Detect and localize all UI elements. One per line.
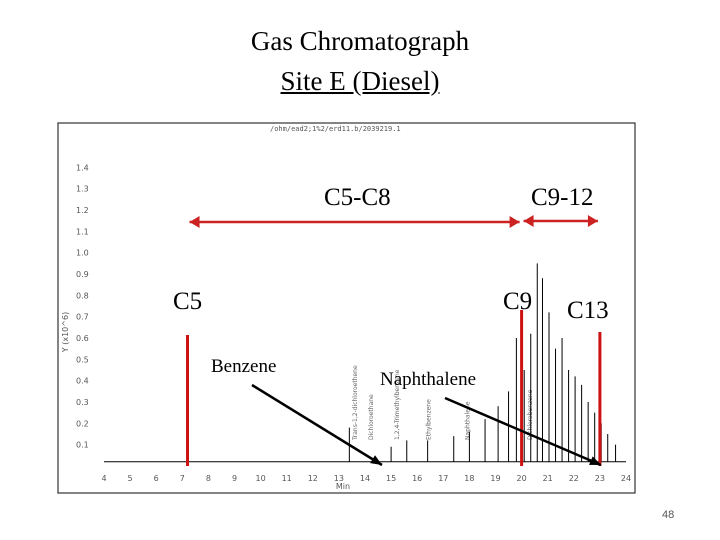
y-tick-label: 0.8: [76, 291, 89, 300]
x-tick-label: 11: [282, 474, 292, 483]
peak-label: Naphthalene: [464, 401, 471, 440]
y-tick-label: 0.7: [76, 313, 89, 322]
peak-label: Dichloroethane: [368, 394, 375, 440]
naphthalene-pointer-head: [589, 456, 601, 465]
naphthalene-pointer: [444, 396, 602, 467]
y-tick-label: 1.0: [76, 249, 89, 258]
y-tick-label: 1.1: [76, 227, 89, 236]
x-tick-label: 16: [412, 474, 422, 483]
label-c13: C13: [567, 297, 609, 324]
y-tick-label: 0.3: [76, 398, 89, 407]
y-tick-label: 0.5: [76, 355, 89, 364]
x-axis-label: Min: [336, 482, 350, 491]
x-tick-label: 18: [464, 474, 474, 483]
y-tick-label: 0.2: [76, 419, 89, 428]
x-tick-label: 15: [386, 474, 396, 483]
x-tick-label: 23: [595, 474, 605, 483]
x-tick-label: 4: [101, 474, 106, 483]
slide-title: Gas Chromatograph: [250, 26, 470, 56]
x-tick-label: 13: [334, 474, 344, 483]
x-tick-label: 5: [128, 474, 133, 483]
x-tick-label: 21: [543, 474, 553, 483]
carbon-markers: [186, 310, 602, 466]
label-c5: C5: [173, 288, 203, 315]
x-tick-label: 17: [438, 474, 448, 483]
label-benzene: Benzene: [211, 356, 277, 377]
y-ticks: 0.1 0.2 0.3 0.4 0.5 0.6 0.7 0.8 0.9 1.0 1.1 1.2 1.3 1…: [76, 163, 89, 449]
x-ticks: 4 5 6 7 8 9 10 11 12 13 14 15 16 17 18 19 20 21 22 23 24: [101, 474, 631, 483]
x-tick-label: 8: [206, 474, 211, 483]
x-tick-label: 7: [180, 474, 185, 483]
y-tick-label: 0.1: [76, 441, 89, 450]
y-tick-label: 0.6: [76, 334, 89, 343]
x-tick-label: 10: [256, 474, 266, 483]
benzene-pointer: [251, 383, 383, 467]
plot-frame: [57, 122, 636, 494]
range-arrow-head: [509, 216, 520, 228]
x-tick-label: 20: [517, 474, 527, 483]
label-naphthalene: Naphthalene: [380, 369, 477, 390]
x-tick-label: 24: [621, 474, 631, 483]
benzene-pointer-head: [370, 455, 382, 465]
label-c9: C9: [503, 288, 533, 315]
x-tick-label: 22: [569, 474, 579, 483]
x-tick-label: 9: [232, 474, 237, 483]
y-tick-label: 1.2: [76, 206, 89, 215]
peak-label: Trans-1,2-dichloroethene: [352, 365, 359, 441]
y-tick-label: 0.9: [76, 270, 89, 279]
y-tick-label: 1.3: [76, 185, 89, 194]
peak-label: 1,2,4-Trimethylbenzene: [394, 369, 401, 440]
y-axis-label: Y (x10^6): [61, 312, 70, 353]
x-tick-label: 19: [490, 474, 500, 483]
peak-label: Ethylbenzene: [425, 399, 432, 440]
page-number: 48: [662, 509, 675, 521]
range-arrow-head: [189, 216, 200, 228]
y-tick-label: 1.4: [76, 163, 89, 172]
x-tick-label: 6: [154, 474, 159, 483]
x-tick-label: 12: [308, 474, 318, 483]
range-arrows: [189, 215, 598, 228]
y-tick-label: 0.4: [76, 377, 89, 386]
file-header: /ohm/ead2;1%2/erd11.b/2039219.1: [270, 125, 401, 133]
range-arrow-head: [587, 215, 598, 227]
compound-pointers: [251, 383, 602, 467]
slide-subtitle: Site E (Diesel): [280, 66, 440, 96]
label-c5-c8: C5-C8: [324, 184, 391, 211]
x-tick-label: 14: [360, 474, 370, 483]
label-c9-12: C9-12: [531, 184, 594, 211]
range-arrow-head: [523, 215, 534, 227]
